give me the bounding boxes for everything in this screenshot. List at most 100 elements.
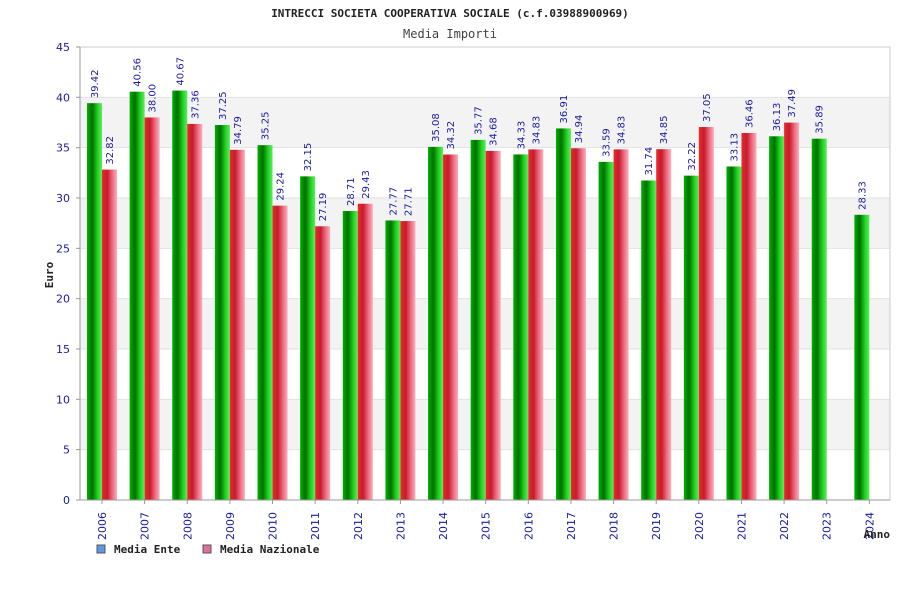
value-label-media-ente-2018: 33.59 bbox=[602, 128, 613, 157]
y-tick-label: 15 bbox=[56, 343, 70, 356]
bar-media-nazionale-2016 bbox=[528, 149, 544, 501]
y-axis-label: Euro bbox=[43, 261, 56, 288]
value-label-media-nazionale-2020: 37.05 bbox=[702, 93, 713, 122]
bar-media-ente-2006 bbox=[87, 103, 102, 500]
bar-media-nazionale-2022 bbox=[784, 122, 800, 500]
bar-media-ente-2014 bbox=[428, 146, 444, 500]
bar-media-nazionale-2013 bbox=[400, 221, 416, 500]
x-tick-label-2024: 2024 bbox=[863, 512, 876, 540]
bar-media-ente-2010 bbox=[257, 145, 273, 500]
x-tick-label-2010: 2010 bbox=[267, 512, 280, 540]
bar-media-nazionale-2012 bbox=[357, 203, 373, 500]
value-label-media-nazionale-2007: 38.00 bbox=[148, 84, 159, 113]
x-tick-label-2018: 2018 bbox=[608, 512, 621, 540]
x-tick-label-2013: 2013 bbox=[394, 512, 407, 540]
value-label-media-nazionale-2009: 34.79 bbox=[233, 116, 244, 145]
bar-media-ente-2020 bbox=[683, 175, 699, 501]
y-tick-label: 45 bbox=[56, 41, 70, 54]
bars bbox=[87, 90, 870, 501]
x-tick-label-2008: 2008 bbox=[181, 512, 194, 540]
value-label-media-nazionale-2018: 34.83 bbox=[617, 116, 628, 145]
value-label-media-nazionale-2019: 34.85 bbox=[659, 116, 670, 145]
x-tick-label-2012: 2012 bbox=[352, 512, 365, 540]
bar-media-ente-2009 bbox=[214, 125, 230, 501]
x-tick-label-2006: 2006 bbox=[96, 512, 109, 540]
legend-label-media-ente: Media Ente bbox=[114, 543, 181, 556]
bar-media-nazionale-2008 bbox=[187, 123, 203, 500]
x-tick-label-2015: 2015 bbox=[480, 512, 493, 540]
value-label-media-nazionale-2013: 27.71 bbox=[403, 187, 414, 216]
value-label-media-nazionale-2016: 34.83 bbox=[531, 116, 542, 145]
bar-media-nazionale-2021 bbox=[741, 132, 757, 500]
value-label-media-nazionale-2022: 37.49 bbox=[787, 89, 798, 118]
bar-media-nazionale-2011 bbox=[315, 226, 331, 500]
value-label-media-nazionale-2006: 32.82 bbox=[105, 136, 116, 165]
y-tick-label: 20 bbox=[56, 293, 70, 306]
bar-media-nazionale-2009 bbox=[229, 149, 245, 500]
value-label-media-nazionale-2012: 29.43 bbox=[361, 170, 372, 199]
bar-media-ente-2011 bbox=[300, 176, 316, 500]
legend-swatch-media-nazionale bbox=[202, 544, 212, 554]
bar-media-nazionale-2006 bbox=[102, 169, 117, 500]
value-label-media-nazionale-2014: 34.32 bbox=[446, 121, 457, 150]
bar-media-nazionale-2020 bbox=[698, 127, 714, 500]
value-label-media-ente-2024: 28.33 bbox=[857, 181, 868, 210]
y-tick-label: 0 bbox=[63, 494, 70, 507]
value-label-media-ente-2006: 39.42 bbox=[90, 70, 101, 99]
value-label-media-nazionale-2011: 27.19 bbox=[318, 193, 329, 222]
x-tick-label-2023: 2023 bbox=[821, 512, 834, 540]
y-tick-label: 30 bbox=[56, 192, 70, 205]
legend-label-media-nazionale: Media Nazionale bbox=[220, 543, 320, 556]
bar-media-ente-2007 bbox=[129, 91, 145, 501]
x-tick-label-2017: 2017 bbox=[565, 512, 578, 540]
value-label-media-ente-2012: 28.71 bbox=[346, 177, 357, 206]
x-tick-label-2016: 2016 bbox=[522, 512, 535, 540]
value-label-media-ente-2017: 36.91 bbox=[559, 95, 570, 124]
value-label-media-ente-2011: 32.15 bbox=[303, 143, 314, 172]
bar-media-nazionale-2007 bbox=[144, 117, 160, 500]
value-label-media-ente-2015: 35.77 bbox=[474, 106, 485, 135]
value-label-media-ente-2013: 27.77 bbox=[388, 187, 399, 216]
y-tick-label: 40 bbox=[56, 91, 70, 104]
chart-subtitle: Media Importi bbox=[403, 27, 497, 41]
x-tick-label-2022: 2022 bbox=[778, 512, 791, 540]
bar-media-nazionale-2019 bbox=[656, 149, 672, 500]
bar-media-ente-2008 bbox=[172, 90, 188, 500]
x-axis-ticks: 2006 2007 2008 2009 2010 2011 2012 2013 2014 2015… bbox=[96, 500, 876, 540]
bar-media-nazionale-2015 bbox=[485, 150, 501, 500]
value-label-media-nazionale-2021: 36.46 bbox=[744, 99, 755, 128]
bar-media-ente-2017 bbox=[555, 128, 571, 500]
x-axis-label: Anno bbox=[864, 528, 891, 541]
bar-media-nazionale-2017 bbox=[570, 148, 586, 500]
value-label-media-ente-2008: 40.67 bbox=[175, 57, 186, 86]
bar-media-nazionale-2018 bbox=[613, 149, 629, 501]
x-tick-label-2021: 2021 bbox=[735, 512, 748, 540]
x-tick-label-2014: 2014 bbox=[437, 512, 450, 540]
x-tick-label-2020: 2020 bbox=[693, 512, 706, 540]
y-tick-label: 25 bbox=[56, 242, 70, 255]
y-tick-label: 10 bbox=[56, 393, 70, 406]
value-label-media-ente-2014: 35.08 bbox=[431, 113, 442, 142]
bar-media-ente-2019 bbox=[641, 180, 657, 500]
value-label-media-ente-2007: 40.56 bbox=[133, 58, 144, 87]
value-label-media-ente-2022: 36.13 bbox=[772, 103, 783, 132]
bar-media-ente-2022 bbox=[769, 136, 785, 501]
value-label-media-ente-2016: 34.33 bbox=[516, 121, 527, 150]
legend: Media Ente Media Nazionale bbox=[96, 543, 320, 556]
bar-media-ente-2023 bbox=[811, 138, 827, 500]
bar-media-ente-2018 bbox=[598, 161, 614, 501]
bar-media-ente-2021 bbox=[726, 166, 742, 500]
value-label-media-ente-2019: 31.74 bbox=[644, 147, 655, 176]
x-tick-label-2007: 2007 bbox=[139, 512, 152, 540]
y-tick-label: 5 bbox=[63, 444, 70, 457]
x-tick-label-2011: 2011 bbox=[309, 512, 322, 540]
value-label-media-ente-2020: 32.22 bbox=[687, 142, 698, 171]
bar-media-ente-2015 bbox=[470, 139, 486, 500]
bar-media-ente-2012 bbox=[342, 210, 358, 500]
y-axis-ticks: 0 5 10 15 20 25 30 35 40 45 bbox=[56, 41, 80, 507]
x-tick-label-2009: 2009 bbox=[224, 512, 237, 540]
legend-swatch-media-ente bbox=[96, 544, 106, 554]
value-label-media-ente-2010: 35.25 bbox=[261, 112, 272, 141]
bar-media-ente-2013 bbox=[385, 220, 401, 500]
